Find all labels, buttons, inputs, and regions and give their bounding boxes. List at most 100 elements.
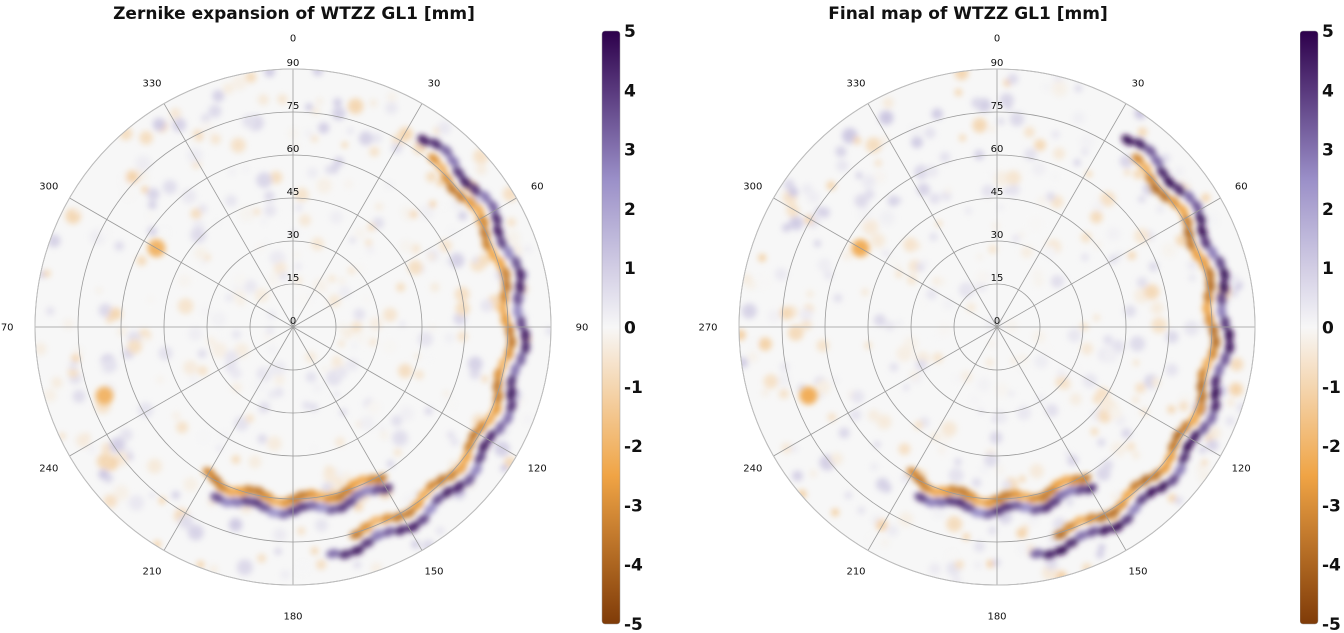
heatmap-cell (310, 237, 325, 251)
angular-tick-label: 90 (576, 323, 589, 334)
heatmap-cell (941, 421, 957, 437)
heatmap-feature-mark (1144, 172, 1157, 185)
heatmap-cell (225, 194, 237, 207)
heatmap-cell (1106, 226, 1121, 242)
heatmap-cell (190, 208, 202, 220)
heatmap-cell (386, 460, 395, 468)
colorbar-tick-label: -5 (1322, 615, 1341, 633)
heatmap-cell (924, 127, 936, 139)
heatmap-cell (98, 469, 109, 480)
heatmap-cell (1028, 216, 1044, 232)
heatmap-cell (127, 339, 142, 354)
heatmap-cell (1007, 390, 1015, 397)
heatmap-cell (975, 270, 990, 284)
heatmap-cell (421, 351, 433, 364)
heatmap-cell (1035, 393, 1047, 405)
heatmap-cell (872, 170, 886, 184)
heatmap-cell (779, 306, 794, 320)
heatmap-feature-mark (1184, 190, 1195, 204)
heatmap-cell (378, 424, 385, 431)
heatmap-cell (267, 436, 282, 451)
heatmap-cell (409, 210, 418, 219)
heatmap-cell (367, 222, 376, 232)
heatmap-feature-mark (513, 292, 523, 307)
heatmap-cell (1206, 439, 1219, 452)
heatmap-cell (1148, 261, 1159, 272)
heatmap-cell (1007, 73, 1019, 85)
heatmap-feature-mark (474, 451, 486, 465)
heatmap-cell (98, 303, 113, 318)
heatmap-feature-mark (1145, 486, 1158, 499)
heatmap-cell (1046, 191, 1056, 202)
heatmap-cell (359, 415, 375, 431)
angular-tick-label: 240 (743, 464, 762, 475)
heatmap-cell (1127, 251, 1137, 260)
heatmap-feature-mark (210, 492, 224, 503)
heatmap-cell (522, 414, 533, 425)
colorbar-tick-label: -2 (624, 437, 643, 457)
heatmap-field (739, 69, 1248, 585)
heatmap-cell (809, 470, 817, 477)
heatmap-feature-mark (435, 162, 448, 174)
heatmap-cell (310, 444, 318, 452)
heatmap-cell (887, 255, 898, 266)
heatmap-feature-mark (493, 367, 503, 382)
colorbar-tick-label: 0 (1322, 319, 1334, 339)
heatmap-feature-mark (326, 549, 340, 559)
heatmap-cell (545, 326, 551, 336)
heatmap-feature-mark (441, 486, 454, 499)
heatmap-cell (305, 103, 313, 112)
heatmap-cell (1053, 147, 1066, 160)
radial-tick-label: 0 (994, 316, 1000, 327)
heatmap-cell (823, 270, 834, 281)
heatmap-cell (232, 75, 247, 91)
heatmap-cell (985, 358, 994, 367)
heatmap-cell (318, 122, 330, 134)
heatmap-cell (233, 273, 247, 287)
heatmap-cell (992, 558, 1001, 567)
colorbar-tick-label: -1 (1322, 378, 1341, 398)
heatmap-cell (504, 230, 521, 246)
heatmap-cell (758, 253, 767, 262)
heatmap-cell (1051, 81, 1068, 97)
heatmap-feature-mark (1074, 530, 1089, 541)
heatmap-feature-mark (379, 513, 393, 524)
heatmap-cell (349, 236, 356, 244)
heatmap-cell (827, 412, 837, 422)
heatmap-feature-mark (1191, 247, 1202, 262)
heatmap-cell (842, 250, 853, 261)
heatmap-cell (994, 382, 1010, 398)
heatmap-cell (353, 560, 361, 569)
heatmap-cell (351, 342, 358, 350)
heatmap-cell (399, 239, 414, 254)
heatmap-cell (919, 300, 927, 308)
heatmap-feature-mark (493, 224, 504, 238)
heatmap-cell (876, 414, 892, 430)
heatmap-cell (264, 191, 275, 202)
heatmap-cell (114, 241, 125, 251)
angular-tick-label: 300 (743, 182, 762, 193)
heatmap-cell (1011, 234, 1021, 243)
radial-tick-label: 60 (287, 144, 300, 155)
heatmap-feature-mark (498, 301, 508, 316)
heatmap-feature-mark (416, 514, 430, 526)
heatmap-cell (379, 430, 389, 440)
heatmap-feature-mark (1150, 469, 1162, 482)
heatmap-cell (177, 298, 194, 315)
heatmap-feature-mark (452, 481, 465, 493)
heatmap-feature-mark (1224, 328, 1234, 343)
heatmap-cell (471, 256, 479, 264)
heatmap-cell (1098, 543, 1106, 551)
heatmap-cell (310, 547, 319, 555)
heatmap-cell (109, 307, 122, 321)
heatmap-cell (309, 402, 319, 412)
heatmap-cell (948, 467, 964, 484)
heatmap-cell (831, 508, 840, 517)
heatmap-cell (267, 344, 278, 355)
heatmap-cell (954, 560, 964, 570)
heatmap-cell (172, 117, 187, 132)
heatmap-cell (302, 401, 311, 410)
heatmap-feature-mark (460, 451, 472, 464)
heatmap-cell (337, 340, 345, 348)
angular-tick-label: 300 (39, 182, 58, 193)
